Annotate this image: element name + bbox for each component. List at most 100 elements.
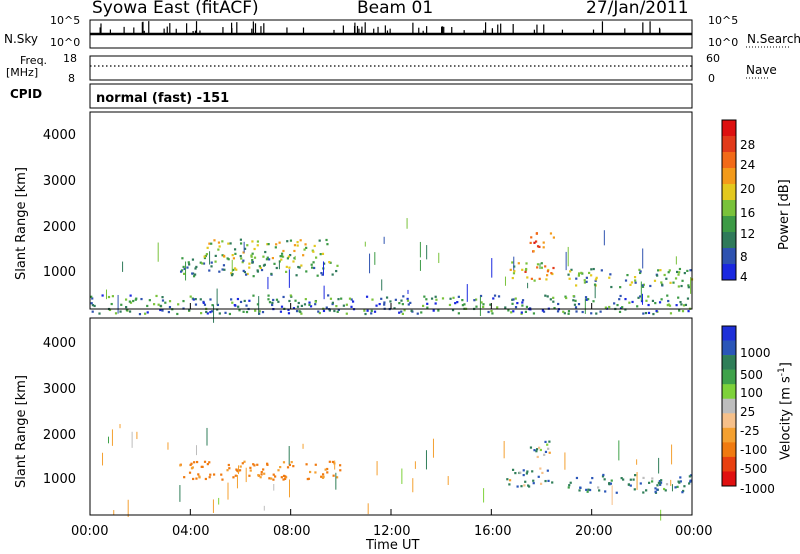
scatter-pixel bbox=[279, 255, 282, 258]
power-cb-tick-20: 20 bbox=[740, 182, 756, 196]
scatter-pixel bbox=[129, 301, 133, 304]
colorbar-step bbox=[722, 413, 736, 429]
scatter-pixel bbox=[239, 238, 243, 241]
scatter-pixel bbox=[619, 286, 622, 289]
scatter-pixel bbox=[296, 305, 300, 308]
scatter-pixel bbox=[335, 305, 338, 308]
scatter-pixel bbox=[519, 471, 522, 474]
scatter-pixel bbox=[511, 261, 514, 264]
scatter-pixel bbox=[506, 478, 509, 481]
colorbar-step bbox=[722, 398, 736, 414]
scatter-pixel bbox=[213, 239, 216, 242]
scatter-pixel bbox=[591, 476, 594, 480]
scatter-pixel bbox=[243, 247, 247, 250]
scatter-pixel bbox=[603, 478, 606, 481]
scatter-pixel bbox=[286, 466, 290, 469]
scatter-pixel bbox=[206, 246, 209, 249]
scatter-pixel bbox=[627, 483, 630, 486]
scatter-pixel bbox=[526, 276, 529, 279]
scatter-pixel bbox=[634, 281, 637, 284]
scatter-pixel bbox=[642, 283, 645, 286]
scatter-pixel bbox=[579, 486, 582, 489]
xtick-1: 04:00 bbox=[172, 524, 210, 539]
scatter-pixel bbox=[533, 449, 536, 452]
scatter-pixel bbox=[473, 299, 476, 302]
scatter-pixel bbox=[312, 261, 315, 264]
scatter-pixel bbox=[327, 294, 330, 297]
scatter-pixel bbox=[287, 308, 290, 311]
freq-unit-label: [MHz] bbox=[6, 66, 39, 79]
scatter-pixel bbox=[533, 279, 536, 282]
scatter-pixel bbox=[373, 310, 377, 313]
scatter-pixel bbox=[189, 295, 192, 298]
scatter-pixel bbox=[281, 255, 285, 258]
scatter-pixel bbox=[432, 309, 435, 312]
scatter-pixel bbox=[221, 240, 224, 243]
scatter-pixel bbox=[168, 300, 172, 303]
scatter-pixel bbox=[686, 269, 689, 273]
vel-cb-tick-100: 100 bbox=[740, 386, 763, 400]
xtick-6: 00:00 bbox=[675, 524, 713, 539]
x-axis-label: Time UT bbox=[366, 538, 420, 553]
scatter-pixel bbox=[321, 252, 325, 256]
scatter-pixel bbox=[536, 266, 539, 269]
scatter-pixel bbox=[260, 268, 264, 272]
colorbar-step bbox=[722, 168, 736, 185]
scatter-pixel bbox=[618, 298, 621, 301]
power-cb-tick-24: 24 bbox=[740, 158, 756, 172]
scatter-pixel bbox=[245, 310, 249, 314]
scatter-pixel bbox=[656, 488, 659, 491]
scatter-pixel bbox=[208, 242, 211, 245]
scatter-pixel bbox=[188, 263, 191, 266]
scatter-pixel bbox=[233, 248, 237, 251]
colorbar-step bbox=[722, 200, 736, 217]
scatter-pixel bbox=[578, 489, 581, 492]
scatter-pixel bbox=[312, 250, 315, 253]
scatter-pixel bbox=[288, 463, 292, 467]
scatter-pixel bbox=[230, 298, 233, 301]
scatter-pixel bbox=[679, 300, 682, 304]
vel-cb-tick-500: 500 bbox=[740, 368, 763, 382]
scatter-pixel bbox=[198, 475, 201, 478]
scatter-pixel bbox=[563, 312, 566, 315]
scatter-pixel bbox=[217, 241, 221, 244]
scatter-pixel bbox=[278, 241, 281, 244]
scatter-pixel bbox=[186, 266, 189, 269]
scatter-pixel bbox=[266, 256, 269, 259]
scatter-pixel bbox=[128, 310, 132, 313]
scatter-pixel bbox=[604, 306, 607, 309]
scatter-pixel bbox=[567, 273, 570, 276]
scatter-pixel bbox=[242, 269, 245, 273]
scatter-pixel bbox=[261, 310, 265, 314]
scatter-pixel bbox=[514, 297, 517, 300]
scatter-pixel bbox=[314, 300, 317, 303]
scatter-pixel bbox=[210, 242, 213, 245]
scatter-pixel bbox=[339, 469, 342, 472]
scatter-pixel bbox=[321, 273, 324, 276]
scatter-pixel bbox=[288, 299, 291, 303]
scatter-pixel bbox=[546, 443, 549, 446]
scatter-pixel bbox=[222, 254, 226, 257]
scatter-pixel bbox=[210, 310, 214, 313]
scatter-pixel bbox=[679, 476, 682, 479]
scatter-pixel bbox=[572, 299, 575, 302]
scatter-pixel bbox=[557, 302, 560, 306]
scatter-pixel bbox=[539, 448, 542, 452]
xtick-4: 16:00 bbox=[474, 524, 512, 539]
scatter-pixel bbox=[268, 477, 271, 480]
scatter-pixel bbox=[271, 303, 274, 307]
scatter-pixel bbox=[616, 303, 619, 307]
scatter-pixel bbox=[293, 257, 296, 260]
scatter-pixel bbox=[231, 301, 234, 304]
scatter-pixel bbox=[403, 309, 406, 312]
scatter-pixel bbox=[681, 279, 684, 282]
scatter-pixel bbox=[398, 311, 401, 314]
scatter-pixel bbox=[677, 285, 680, 288]
scatter-pixel bbox=[678, 271, 681, 274]
scatter-pixel bbox=[199, 298, 202, 301]
scatter-pixel bbox=[328, 460, 331, 463]
scatter-pixel bbox=[161, 299, 165, 302]
scatter-pixel bbox=[511, 298, 514, 301]
freq-tick-top: 18 bbox=[63, 52, 77, 65]
power-cb-tick-28: 28 bbox=[740, 138, 756, 152]
